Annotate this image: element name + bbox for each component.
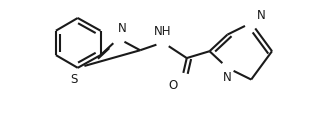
Text: N: N xyxy=(257,9,266,22)
Text: N: N xyxy=(118,22,127,35)
Text: O: O xyxy=(168,79,177,92)
Text: N: N xyxy=(223,71,232,84)
Text: NH: NH xyxy=(154,25,172,38)
Text: S: S xyxy=(70,73,78,86)
